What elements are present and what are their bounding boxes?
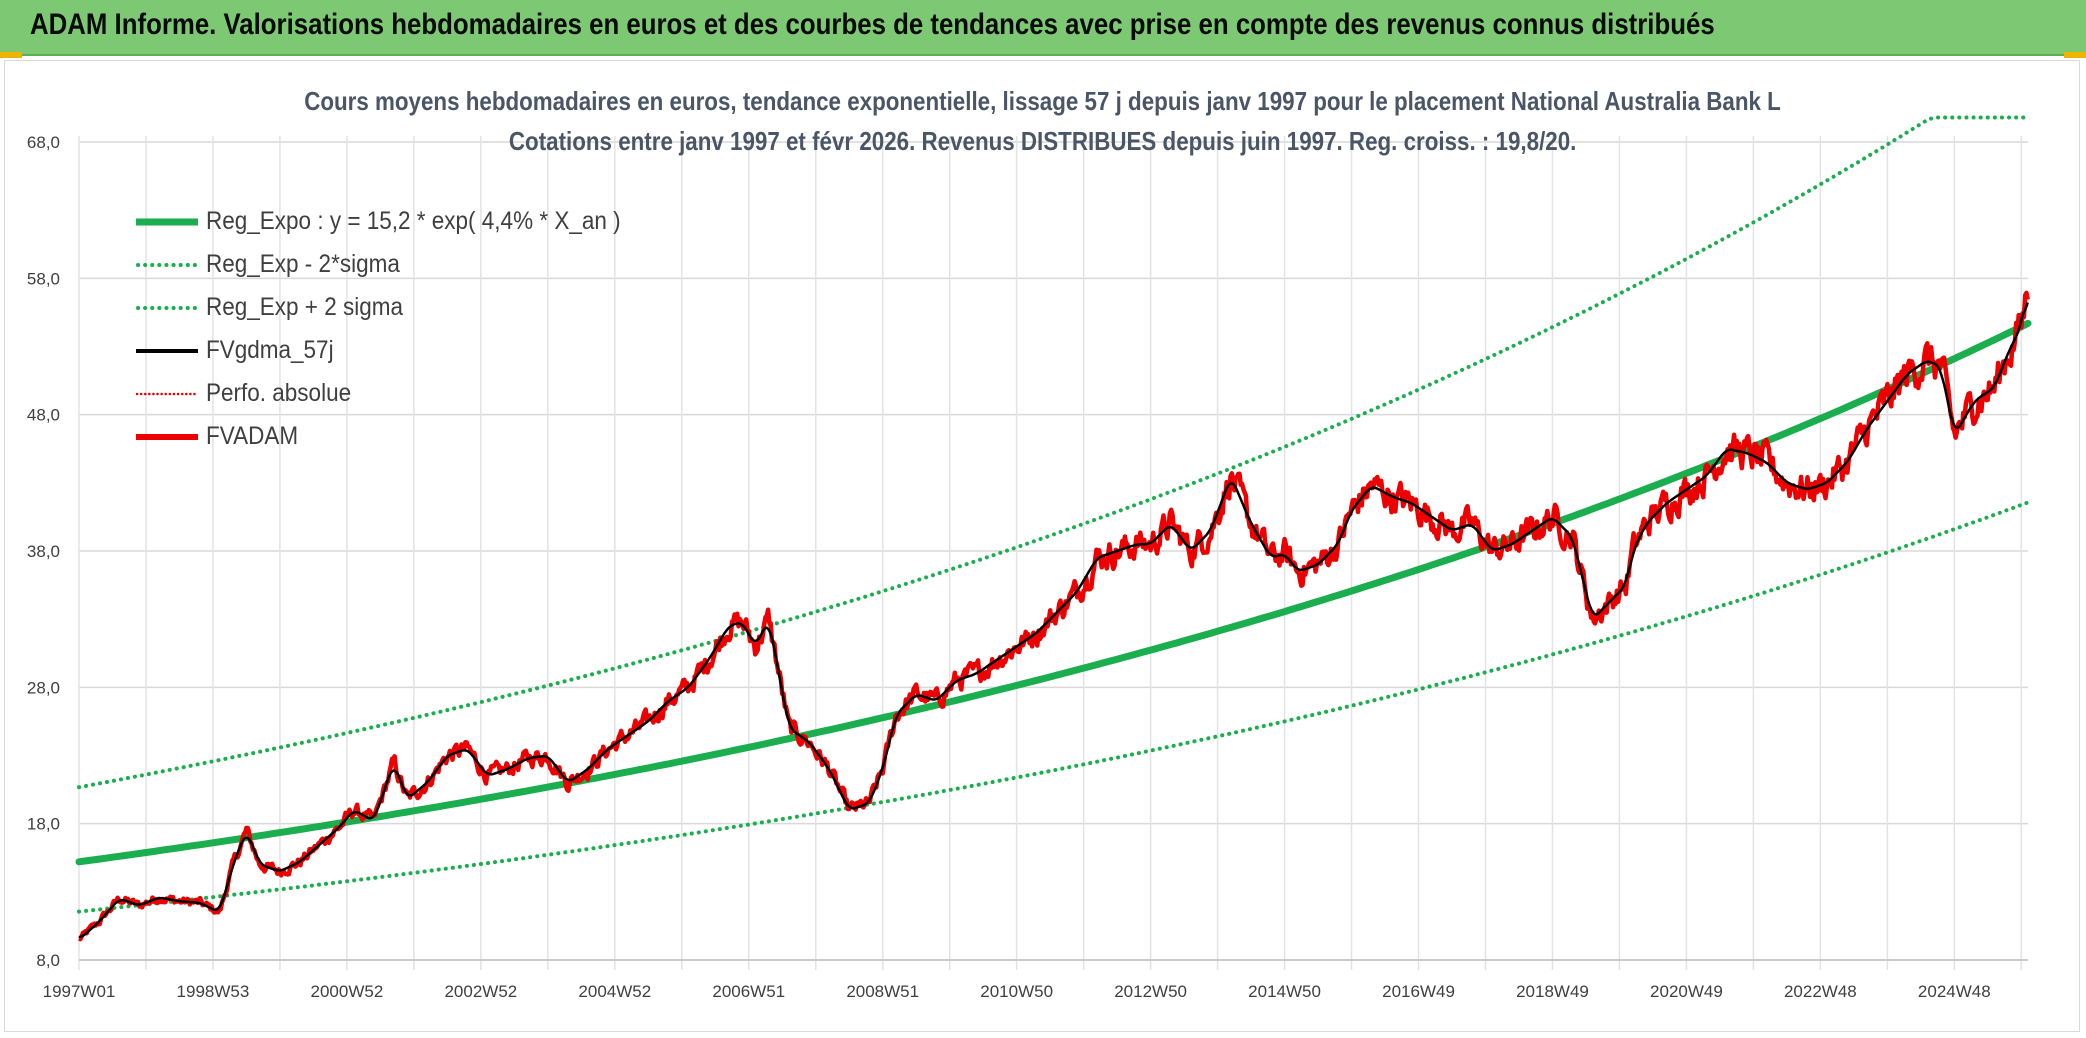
x-tick-label: 2000W52 (311, 982, 384, 1001)
x-tick-label: 2006W51 (712, 982, 785, 1001)
x-tick-label: 2016W49 (1382, 982, 1455, 1001)
chart-area-border (4, 60, 2080, 1032)
legend-item-reg-expo: Reg_Expo : y = 15,2 * exp( 4,4% * X_an ) (136, 200, 667, 243)
y-tick-label: 68,0 (27, 133, 60, 152)
x-tick-label: 2012W50 (1114, 982, 1187, 1001)
chart-title-line-2: Cotations entre janv 1997 et févr 2026. … (0, 126, 2086, 157)
legend-item-fvadam: FVADAM (136, 415, 667, 458)
y-tick-label: 38,0 (27, 542, 60, 561)
x-tick-label: 2008W51 (846, 982, 919, 1001)
x-tick-label: 2024W48 (1918, 982, 1991, 1001)
reg-expo-line (75, 319, 2032, 866)
legend-swatch-fvgdma (136, 348, 198, 353)
x-tick-label: 1998W53 (177, 982, 250, 1001)
legend-label-reg-plus: Reg_Exp + 2 sigma (206, 293, 403, 321)
x-tick-label: 2014W50 (1248, 982, 1321, 1001)
legend-swatch-reg-minus (136, 262, 198, 267)
legend-swatch-perfo-absolue (136, 392, 198, 395)
legend-item-reg-plus: Reg_Exp + 2 sigma (136, 286, 667, 329)
x-axis-tick-labels: 1997W01 1998W53 2000W52 2002W52 2004W52 2006W… (43, 982, 1991, 1001)
reg-exp-plus-2sigma-line (77, 115, 2030, 790)
corner-accent-right (2064, 52, 2086, 58)
series-layer (75, 115, 2032, 942)
legend-label-fvadam: FVADAM (206, 422, 299, 450)
x-tick-label: 2022W48 (1784, 982, 1857, 1001)
chart-legend: Reg_Expo : y = 15,2 * exp( 4,4% * X_an )… (136, 200, 667, 458)
legend-label-fvgdma: FVgdma_57j (206, 336, 334, 364)
chart-title-line-2-text: Cotations entre janv 1997 et févr 2026. … (509, 126, 1577, 156)
y-tick-label: 48,0 (27, 406, 60, 425)
legend-label-reg-expo: Reg_Expo : y = 15,2 * exp( 4,4% * X_an ) (206, 207, 621, 235)
legend-swatch-fvadam (136, 433, 198, 440)
legend-item-fvgdma: FVgdma_57j (136, 329, 667, 372)
header-bar: ADAM Informe. Valorisations hebdomadaire… (0, 0, 2086, 56)
y-tick-label: 18,0 (27, 815, 60, 834)
corner-accent-left (0, 52, 22, 58)
x-tick-label: 2018W49 (1516, 982, 1589, 1001)
legend-label-perfo-absolue: Perfo. absolue (206, 379, 352, 407)
chart-title-line-1: Cours moyens hebdomadaires en euros, ten… (0, 86, 2086, 117)
reg-exp-minus-2sigma-line (77, 500, 2030, 914)
report-title: ADAM Informe. Valorisations hebdomadaire… (30, 8, 1715, 41)
fvgdma-57j-line (78, 302, 2029, 939)
grid-lines (78, 136, 2028, 970)
y-tick-label: 8,0 (36, 951, 60, 970)
legend-item-reg-minus: Reg_Exp - 2*sigma (136, 243, 667, 286)
y-tick-label: 28,0 (27, 678, 60, 697)
x-tick-label: 2002W52 (444, 982, 517, 1001)
chart-title-line-1-text: Cours moyens hebdomadaires en euros, ten… (304, 86, 1782, 116)
legend-swatch-reg-plus (136, 305, 198, 310)
x-tick-label: 2020W49 (1650, 982, 1723, 1001)
y-tick-label: 58,0 (27, 269, 60, 288)
y-axis-tick-labels: 8,0 18,0 28,0 38,0 48,0 58,0 68,0 (27, 133, 60, 970)
x-tick-label: 2004W52 (578, 982, 651, 1001)
x-tick-label: 2010W50 (980, 982, 1053, 1001)
x-tick-label: 1997W01 (43, 982, 116, 1001)
legend-label-reg-minus: Reg_Exp - 2*sigma (206, 250, 400, 278)
legend-item-perfo-absolue: Perfo. absolue (136, 372, 667, 415)
legend-swatch-reg-expo (136, 218, 198, 225)
